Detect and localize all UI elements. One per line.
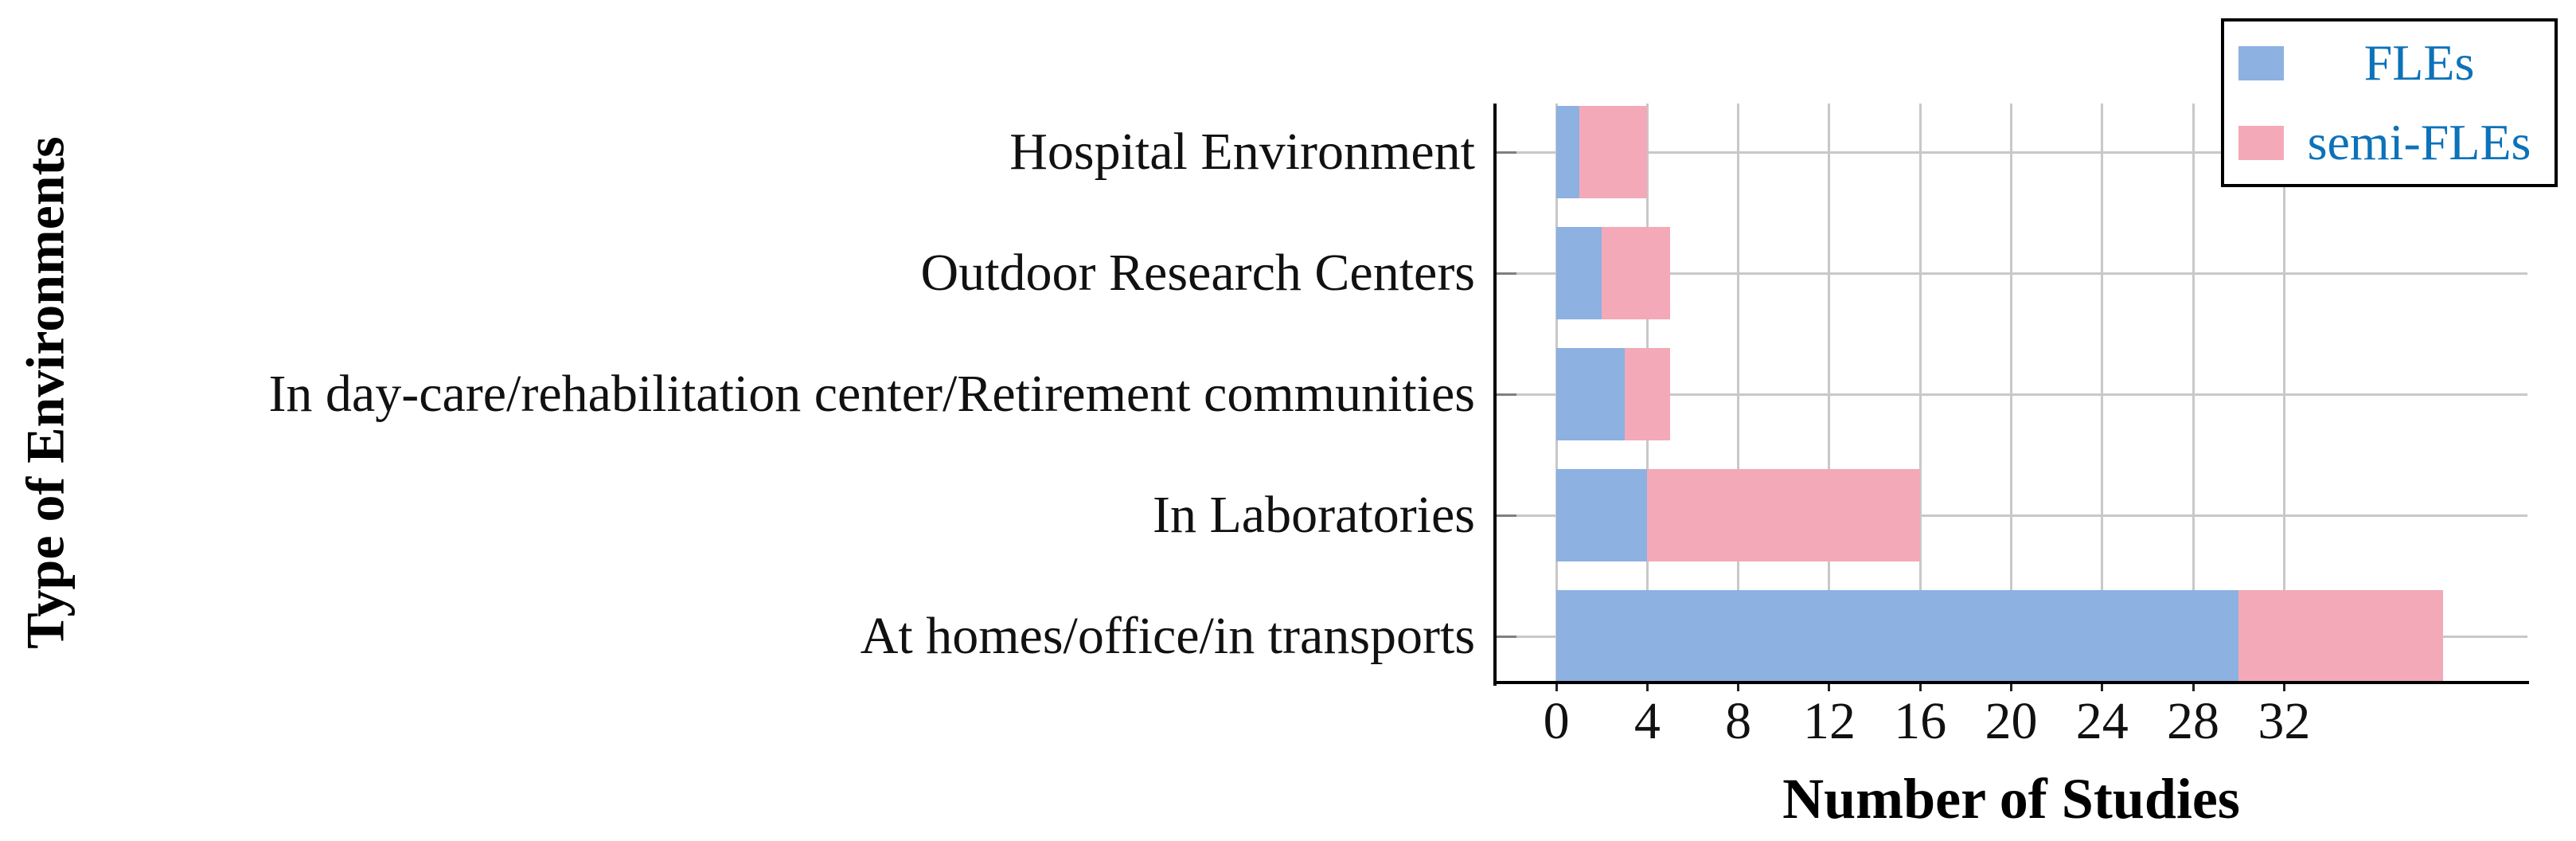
bar-segment-FLEs bbox=[1556, 348, 1625, 440]
x-tick-label: 0 bbox=[1543, 692, 1570, 750]
x-tick-label: 24 bbox=[2075, 692, 2129, 750]
x-tick-mark bbox=[1828, 684, 1831, 691]
category-label: In Laboratories bbox=[1153, 486, 1475, 544]
x-tick-mark bbox=[1555, 684, 1558, 691]
bar-segment-semi-FLEs bbox=[1624, 348, 1670, 440]
category-label: At homes/office/in transports bbox=[860, 607, 1475, 665]
x-tick-mark bbox=[1737, 684, 1740, 691]
y-gridline bbox=[1495, 393, 2527, 396]
x-tick-label: 4 bbox=[1633, 692, 1661, 750]
category-label: Hospital Environment bbox=[1009, 123, 1475, 181]
bar-segment-semi-FLEs bbox=[1647, 469, 1921, 561]
x-axis-line bbox=[1493, 681, 2529, 684]
legend-swatch-icon bbox=[2238, 125, 2284, 160]
x-tick-mark bbox=[2192, 684, 2195, 691]
y-gridline bbox=[1495, 272, 2527, 275]
y-tick-mark bbox=[1495, 514, 1516, 517]
bar-segment-FLEs bbox=[1556, 227, 1602, 319]
x-tick-mark bbox=[2282, 684, 2285, 691]
bar-segment-semi-FLEs bbox=[1602, 227, 1670, 319]
x-tick-label: 16 bbox=[1894, 692, 1947, 750]
x-tick-mark bbox=[2010, 684, 2012, 691]
x-tick-label: 8 bbox=[1725, 692, 1752, 750]
legend-label: semi-FLEs bbox=[2307, 114, 2531, 170]
plot-area bbox=[1493, 104, 2529, 691]
x-tick-mark bbox=[2101, 684, 2104, 691]
category-label: In day-care/rehabilitation center/Retire… bbox=[268, 365, 1475, 423]
y-gridline bbox=[1495, 514, 2527, 517]
y-tick-mark bbox=[1495, 272, 1516, 275]
x-tick-label: 20 bbox=[1985, 692, 2038, 750]
x-tick-label: 12 bbox=[1802, 692, 1856, 750]
y-axis-line bbox=[1493, 104, 1497, 686]
bar-segment-FLEs bbox=[1556, 590, 2239, 683]
legend-swatch-icon bbox=[2238, 45, 2284, 80]
legend-entry: semi-FLEs bbox=[2224, 104, 2555, 181]
bar-segment-FLEs bbox=[1556, 106, 1579, 198]
x-axis-title: Number of Studies bbox=[1782, 767, 2240, 831]
legend: FLEs semi-FLEs bbox=[2221, 18, 2558, 187]
legend-label: FLEs bbox=[2363, 34, 2475, 91]
bar-segment-semi-FLEs bbox=[2238, 590, 2444, 683]
x-tick-mark bbox=[1918, 684, 1922, 691]
bar-segment-FLEs bbox=[1556, 469, 1648, 561]
category-label: Outdoor Research Centers bbox=[920, 244, 1475, 302]
y-tick-mark bbox=[1495, 393, 1516, 396]
y-gridline bbox=[1495, 151, 2527, 154]
x-tick-label: 28 bbox=[2167, 692, 2220, 750]
x-tick-mark bbox=[1645, 684, 1649, 691]
x-tick-label: 32 bbox=[2258, 692, 2311, 750]
legend-entry: FLEs bbox=[2224, 25, 2555, 101]
y-tick-mark bbox=[1495, 151, 1516, 154]
y-tick-mark bbox=[1495, 635, 1516, 638]
bar-segment-semi-FLEs bbox=[1579, 106, 1648, 198]
